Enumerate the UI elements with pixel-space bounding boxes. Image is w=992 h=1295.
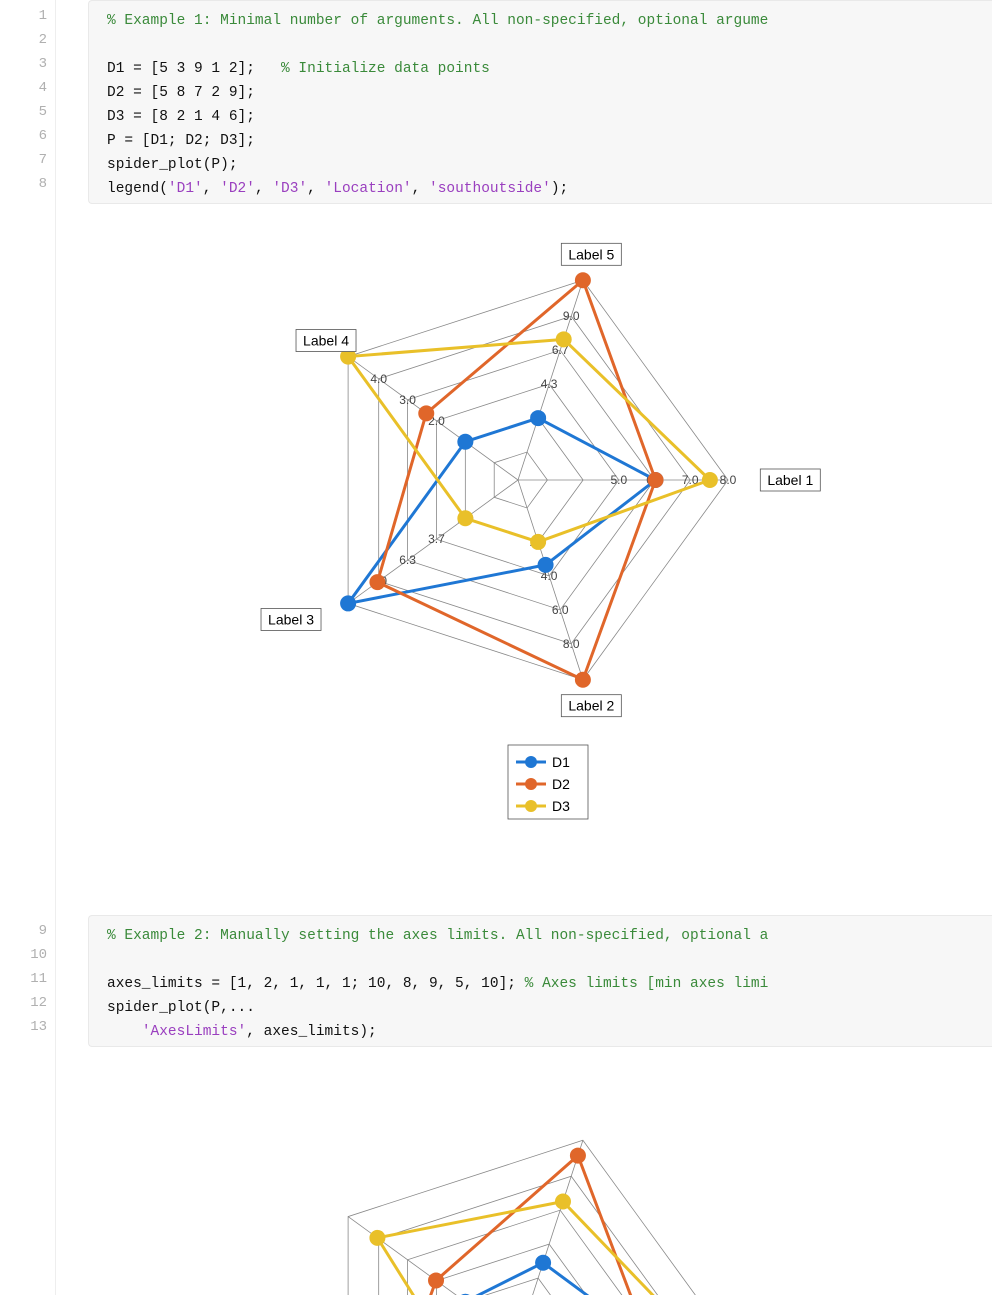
svg-text:8.0: 8.0: [563, 637, 580, 651]
line-number: 6: [39, 128, 47, 144]
code-block-1[interactable]: % Example 1: Minimal number of arguments…: [88, 0, 992, 204]
line-number: 5: [39, 104, 47, 120]
svg-text:8.0: 8.0: [720, 473, 737, 487]
line-number: 12: [30, 995, 47, 1011]
svg-text:D3: D3: [552, 798, 570, 814]
svg-text:D1: D1: [552, 754, 570, 770]
line-number: 4: [39, 80, 47, 96]
line-number: 8: [39, 176, 47, 192]
svg-text:Label 2: Label 2: [568, 698, 614, 714]
svg-text:4.0: 4.0: [370, 372, 387, 386]
line-number: 3: [39, 56, 47, 72]
svg-text:Label 1: Label 1: [767, 472, 813, 488]
svg-text:Label 3: Label 3: [268, 611, 314, 627]
line-number: 2: [39, 32, 47, 48]
svg-text:Label 5: Label 5: [568, 246, 614, 262]
svg-text:4.3: 4.3: [541, 377, 558, 391]
svg-text:Label 4: Label 4: [303, 333, 349, 349]
spider-chart-1: 5.06.07.08.02.04.06.08.01.03.76.39.01.02…: [88, 240, 992, 860]
line-number: 11: [30, 971, 47, 987]
line-number: 9: [39, 923, 47, 939]
svg-text:3.7: 3.7: [428, 532, 445, 546]
code-block-2[interactable]: % Example 2: Manually setting the axes l…: [88, 915, 992, 1047]
svg-text:6.0: 6.0: [552, 603, 569, 617]
page-container: 1 2 3 4 5 6 7 8 9 10 11 12 13 % Example …: [0, 0, 992, 1295]
svg-text:6.3: 6.3: [399, 553, 416, 567]
svg-text:3.0: 3.0: [399, 393, 416, 407]
svg-text:5.0: 5.0: [610, 473, 627, 487]
line-number: 10: [30, 947, 47, 963]
line-number: 7: [39, 152, 47, 168]
svg-text:D2: D2: [552, 776, 570, 792]
line-number: 1: [39, 8, 47, 24]
spider-chart-2-partial: Label 2Label 38.06.09.0: [88, 1060, 992, 1295]
svg-text:9.0: 9.0: [563, 309, 580, 323]
line-number: 13: [30, 1019, 47, 1035]
line-number-gutter: 1 2 3 4 5 6 7 8 9 10 11 12 13: [0, 0, 56, 1295]
